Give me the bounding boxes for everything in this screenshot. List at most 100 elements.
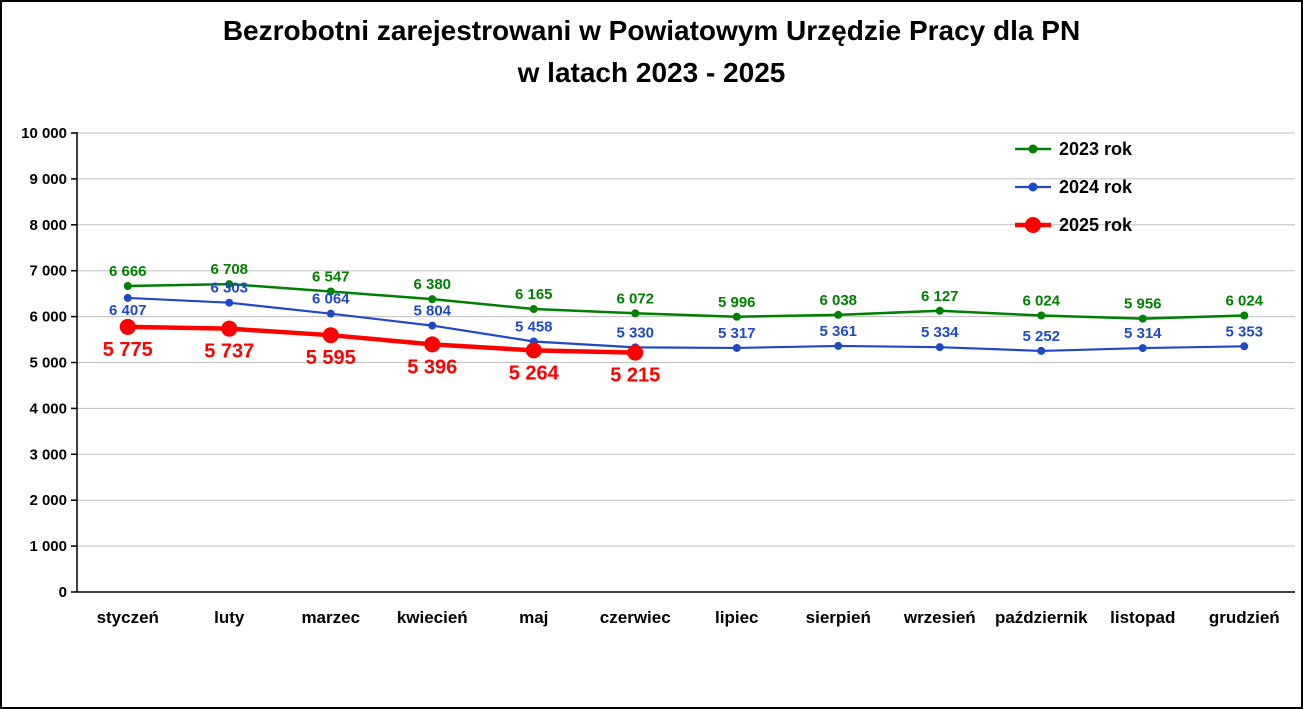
data-label-2025: 5 264	[509, 362, 560, 384]
data-label-2024: 6 064	[312, 291, 350, 308]
data-label-2025: 5 396	[407, 356, 457, 378]
chart-title: Bezrobotni zarejestrowani w Powiatowym U…	[2, 10, 1301, 94]
data-label-2025: 5 595	[306, 347, 356, 369]
data-label-2023: 6 072	[616, 290, 654, 307]
data-label-2024: 5 353	[1225, 323, 1263, 340]
legend-label-2024: 2024 rok	[1059, 177, 1133, 197]
data-label-2023: 6 708	[210, 261, 248, 278]
y-axis-tick-label: 1 000	[29, 538, 67, 555]
x-axis-label: luty	[214, 608, 245, 627]
data-point-2023	[834, 310, 843, 319]
legend-item-2023: 2023 rok	[1015, 139, 1133, 159]
data-label-2024: 5 330	[616, 324, 654, 341]
y-axis-tick-label: 7 000	[29, 263, 67, 280]
y-axis-tick-label: 4 000	[29, 400, 67, 417]
data-label-2024: 6 303	[210, 280, 248, 297]
data-label-2024: 5 334	[921, 324, 959, 341]
x-axis-label: marzec	[301, 608, 360, 627]
series-line-2023	[127, 282, 1245, 320]
series-2024: 6 407 6 303 6 064 5 804 5 458 5 330 5 317 5 361…	[109, 280, 1263, 355]
data-point-2025	[424, 336, 441, 353]
x-axis-label: grudzień	[1209, 608, 1280, 627]
data-point-2023	[1037, 311, 1046, 320]
data-label-2024: 5 804	[413, 303, 451, 320]
data-label-2025: 5 737	[204, 341, 254, 363]
legend-label-2023: 2023 rok	[1059, 139, 1133, 159]
data-label-2023: 6 380	[413, 276, 451, 293]
data-label-2024: 5 458	[515, 318, 553, 335]
x-axis-label: wrzesień	[903, 608, 976, 627]
y-axis-tick-label: 0	[59, 584, 67, 601]
series-2023: 6 666 6 708 6 547 6 380 6 165 6 072 5 996 6 038…	[109, 261, 1264, 323]
data-label-2023: 6 024	[1225, 292, 1263, 309]
data-label-2024: 5 317	[718, 325, 756, 342]
legend-point-marker-2023	[1028, 144, 1038, 154]
data-point-2023	[732, 312, 741, 321]
data-label-2023: 6 165	[515, 286, 553, 303]
data-point-2023	[935, 306, 944, 315]
data-label-2023: 6 547	[312, 268, 350, 285]
data-label-2023: 5 956	[1124, 296, 1162, 313]
data-label-2023: 6 666	[109, 263, 147, 280]
data-label-2024: 5 361	[819, 323, 857, 340]
x-axis-label: maj	[519, 608, 548, 627]
data-point-2024	[935, 343, 944, 352]
data-point-2023	[631, 309, 640, 318]
series-line-2024	[127, 296, 1245, 353]
legend-item-2025: 2025 rok	[1015, 215, 1133, 235]
legend-label-2025: 2025 rok	[1059, 215, 1133, 235]
data-label-2025: 5 775	[103, 339, 153, 361]
y-axis-tick-label: 2 000	[29, 492, 67, 509]
x-axis-label: styczeń	[97, 608, 159, 627]
x-axis-label: kwiecień	[397, 608, 468, 627]
data-label-2024: 6 407	[109, 302, 147, 319]
data-point-2025	[322, 327, 339, 344]
data-point-2024	[834, 341, 843, 350]
data-label-2023: 5 996	[718, 294, 756, 311]
x-axis-label: sierpień	[806, 608, 871, 627]
data-point-2023	[225, 280, 234, 289]
data-label-2025: 5 215	[610, 365, 660, 387]
data-point-2024	[326, 309, 335, 318]
y-axis-tick-label: 3 000	[29, 446, 67, 463]
data-point-2024	[1037, 346, 1046, 355]
data-label-2023: 6 038	[819, 292, 857, 309]
x-axis-label: lipiec	[715, 608, 758, 627]
y-axis-tick-label: 6 000	[29, 309, 67, 326]
data-point-2023	[428, 295, 437, 304]
data-point-2024	[225, 298, 234, 307]
data-point-2023	[529, 305, 538, 314]
legend-point-marker-2025	[1025, 217, 1041, 233]
data-point-2025	[119, 318, 136, 335]
data-label-2023: 6 127	[921, 288, 959, 305]
chart-title-line-1: Bezrobotni zarejestrowani w Powiatowym U…	[222, 15, 1081, 46]
x-axis-label: czerwiec	[600, 608, 671, 627]
legend-item-2024: 2024 rok	[1015, 177, 1133, 197]
series-2025: 5 775 5 737 5 595 5 396 5 264 5 215	[103, 318, 660, 387]
data-point-2024	[428, 321, 437, 330]
data-point-2023	[123, 282, 132, 291]
x-axis-label: listopad	[1110, 608, 1175, 627]
data-point-2025	[221, 320, 238, 337]
data-label-2024: 5 252	[1022, 328, 1060, 345]
y-axis-tick-label: 9 000	[29, 171, 67, 188]
data-point-2023	[1138, 314, 1147, 323]
y-axis-tick-label: 8 000	[29, 217, 67, 234]
chart-title-line-2: w latach 2023 - 2025	[517, 57, 786, 88]
data-point-2023	[326, 287, 335, 296]
legend-point-marker-2024	[1028, 182, 1038, 192]
y-axis-tick-label: 10 000	[21, 125, 67, 142]
data-point-2023	[1240, 311, 1249, 320]
x-axis-label: październik	[995, 608, 1088, 627]
data-point-2024	[732, 343, 741, 352]
data-point-2024	[1138, 344, 1147, 353]
y-axis-tick-label: 5 000	[29, 355, 67, 372]
data-point-2025	[627, 344, 644, 361]
series-line-2025	[127, 324, 636, 355]
data-label-2023: 6 024	[1022, 292, 1060, 309]
data-point-2024	[123, 293, 132, 302]
data-point-2025	[525, 342, 542, 359]
data-label-2024: 5 314	[1124, 325, 1162, 342]
